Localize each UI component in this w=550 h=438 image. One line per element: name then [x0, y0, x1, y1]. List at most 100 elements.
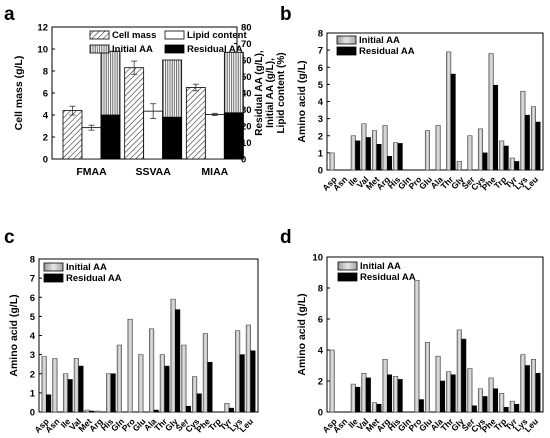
residual-aa-bar — [196, 393, 202, 413]
legend-residual-aa-label: Residual AA — [359, 46, 415, 57]
b-left-tick-label: 6 — [318, 63, 323, 74]
a-left-tick-label: 10 — [37, 45, 48, 56]
y-axis-label: Amino acid (g/L) — [296, 293, 308, 375]
panel-label-d: d — [280, 227, 292, 248]
residual-aa-bar — [365, 377, 371, 413]
legend-initial-aa-swatch — [89, 44, 110, 54]
a-right-tick-label: 30 — [241, 105, 252, 116]
residual-aa-bar — [492, 388, 499, 413]
a-left-tick-label: 0 — [43, 155, 48, 166]
c-left-tick-label: 2 — [30, 369, 35, 380]
initial-aa-bar — [456, 161, 462, 171]
residual-aa-bar — [376, 144, 382, 171]
initial-aa-bar — [116, 344, 122, 413]
initial-aa-bar — [149, 328, 155, 413]
legend-initial-aa-swatch — [43, 262, 64, 272]
d-left-tick-label: 10 — [312, 253, 323, 264]
residual-aa-bar — [535, 121, 541, 171]
initial-aa-bar — [509, 157, 515, 171]
cell-mass-bar — [185, 87, 206, 160]
b-left-tick-label: 2 — [318, 131, 323, 142]
residual-aa-bar — [450, 73, 456, 171]
residual-aa-bar — [110, 373, 116, 413]
c-left-tick-label: 5 — [30, 312, 36, 323]
plot-frame — [326, 256, 544, 413]
residual-aa-bar — [100, 114, 121, 160]
initial-aa-bar — [192, 376, 198, 413]
initial-aa-bar — [181, 344, 187, 413]
a-left-tick-label: 8 — [43, 67, 48, 78]
residual-aa-bar — [514, 403, 520, 413]
a-right-tick-label: 80 — [241, 23, 252, 34]
a-left-tick-label: 4 — [43, 111, 49, 122]
initial-aa-bar — [499, 393, 505, 413]
panel-label-b: b — [280, 4, 292, 25]
y-axis-label: Amino acid (g/L) — [296, 60, 308, 142]
d-left-tick-label: 8 — [318, 284, 323, 295]
initial-aa-bar — [414, 279, 420, 413]
initial-aa-bar — [488, 53, 494, 171]
y-axis-label-left: Cell mass (g/L) — [13, 56, 25, 131]
residual-aa-bar — [471, 405, 477, 413]
panel-d-chart: 0246810AspAsnIleValMetArgHisGlnProGluAla… — [296, 253, 544, 435]
y-axis-label-right: Initial AA (g/L), — [265, 58, 276, 128]
initial-aa-bar — [224, 403, 230, 413]
legend-cell-mass-swatch — [89, 30, 110, 40]
legend-residual-aa-label: Residual AA — [66, 273, 122, 284]
category-label: SSVAA — [135, 166, 171, 178]
initial-aa-bar — [477, 128, 483, 171]
legend-initial-aa-label: Initial AA — [360, 261, 401, 272]
initial-aa-bar — [499, 140, 505, 171]
initial-aa-bar — [127, 318, 133, 413]
a-right-tick-label: 70 — [241, 39, 252, 50]
residual-aa-bar — [355, 386, 361, 413]
initial-aa-bar — [520, 90, 526, 171]
b-left-tick-label: 0 — [318, 166, 323, 177]
b-left-tick-label: 4 — [318, 97, 324, 108]
initial-aa-bar — [520, 354, 526, 413]
residual-aa-bar — [46, 394, 52, 413]
residual-aa-bar — [524, 114, 530, 171]
d-left-tick-label: 4 — [318, 346, 324, 357]
residual-aa-bar — [450, 374, 456, 413]
initial-aa-bar — [530, 106, 536, 171]
panel-label-a: a — [4, 4, 15, 25]
initial-aa-bar — [63, 373, 69, 413]
a-right-tick-label: 60 — [241, 56, 252, 67]
initial-aa-bar — [446, 51, 452, 171]
initial-aa-bar — [467, 135, 473, 171]
panel-c-chart: 012345678AspAsnIleValMetArgHisGlnProGluA… — [8, 255, 259, 435]
a-left-tick-label: 2 — [43, 133, 48, 144]
residual-aa-bar — [503, 407, 509, 413]
initial-aa-bar — [382, 358, 388, 413]
d-left-tick-label: 0 — [318, 408, 323, 419]
category-label: MIAA — [201, 166, 228, 178]
initial-aa-bar — [329, 152, 335, 171]
y-axis-label-right: Residual AA (g/L), — [254, 50, 265, 136]
residual-aa-bar — [492, 84, 499, 171]
initial-aa-bar — [424, 130, 430, 171]
a-right-tick-label: 50 — [241, 72, 252, 83]
residual-aa-bar — [418, 399, 424, 413]
c-left-tick-label: 0 — [30, 408, 35, 419]
d-left-tick-label: 2 — [318, 377, 323, 388]
a-left-tick-label: 6 — [43, 89, 48, 100]
initial-aa-bar — [170, 298, 176, 413]
cell-mass-bar — [124, 67, 145, 160]
residual-aa-bar — [439, 380, 446, 413]
initial-aa-bar — [138, 354, 144, 413]
residual-aa-bar — [78, 365, 84, 413]
residual-aa-bar — [386, 156, 393, 171]
initial-aa-bar — [477, 388, 483, 413]
initial-aa-bar — [456, 329, 462, 413]
legend-initial-aa-swatch — [336, 35, 357, 45]
initial-aa-bar — [235, 330, 241, 413]
residual-aa-bar — [89, 410, 95, 413]
residual-aa-bar — [514, 161, 520, 171]
panel-b-chart: 012345678AspAsnIleValMetArgHisGlnProGluA… — [296, 29, 544, 193]
initial-aa-bar — [350, 383, 356, 413]
a-right-tick-label: 20 — [241, 122, 252, 133]
legend-lipid-content-swatch — [164, 30, 185, 40]
legend-residual-aa-label: Residual AA — [360, 272, 416, 283]
